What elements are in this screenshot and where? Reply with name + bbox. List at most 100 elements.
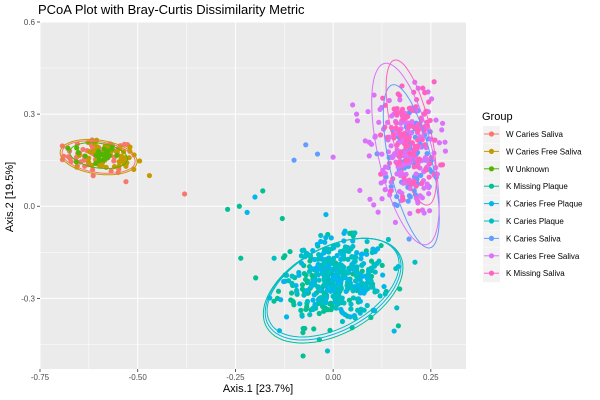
confidence-ellipse bbox=[266, 237, 400, 338]
data-point bbox=[352, 278, 359, 284]
data-point bbox=[337, 248, 344, 255]
data-point bbox=[442, 139, 448, 145]
data-point bbox=[345, 284, 351, 291]
data-point bbox=[379, 151, 385, 157]
data-point bbox=[397, 97, 403, 103]
data-point bbox=[300, 353, 306, 359]
data-point bbox=[330, 279, 336, 285]
data-point bbox=[335, 242, 341, 248]
data-point bbox=[334, 286, 340, 293]
x-tick-label: -0.75 bbox=[31, 373, 50, 382]
data-point bbox=[403, 158, 409, 164]
data-point bbox=[324, 259, 330, 265]
data-point bbox=[405, 143, 411, 149]
legend-label: W Unknown bbox=[506, 165, 549, 174]
data-point bbox=[422, 89, 428, 96]
data-point bbox=[414, 158, 420, 165]
data-point bbox=[410, 124, 417, 130]
legend-label: K Caries Plaque bbox=[506, 217, 564, 226]
data-point bbox=[90, 173, 96, 179]
y-tick-label: 0.6 bbox=[24, 18, 36, 27]
legend-label: K Missing Plaque bbox=[506, 182, 568, 191]
data-point bbox=[59, 143, 65, 149]
data-point bbox=[297, 301, 303, 307]
data-point bbox=[439, 127, 445, 133]
data-point bbox=[424, 157, 430, 163]
data-point bbox=[327, 301, 333, 307]
data-point bbox=[354, 264, 360, 270]
data-point bbox=[350, 102, 356, 108]
data-point bbox=[260, 188, 266, 194]
data-point bbox=[369, 249, 375, 256]
confidence-ellipse bbox=[69, 142, 129, 169]
data-point bbox=[244, 209, 250, 215]
legend-marker bbox=[488, 218, 495, 224]
legend-item: K Caries Saliva bbox=[483, 230, 561, 248]
x-tick-label: -0.50 bbox=[129, 373, 148, 382]
data-point bbox=[348, 306, 354, 312]
data-point bbox=[291, 302, 297, 308]
legend-marker bbox=[488, 183, 495, 189]
data-point bbox=[318, 238, 324, 245]
legend-marker bbox=[488, 201, 495, 207]
legend-item: K Missing Plaque bbox=[483, 178, 568, 196]
data-point bbox=[415, 200, 421, 206]
data-point bbox=[426, 208, 433, 214]
data-point bbox=[421, 185, 427, 191]
data-point bbox=[371, 202, 377, 208]
data-point bbox=[303, 306, 309, 312]
data-point bbox=[380, 272, 386, 278]
data-point bbox=[275, 288, 282, 294]
data-point bbox=[111, 158, 117, 164]
data-point bbox=[405, 198, 411, 204]
data-point bbox=[123, 179, 129, 185]
data-point bbox=[398, 149, 404, 155]
legend-title: Group bbox=[482, 111, 513, 123]
data-point bbox=[93, 160, 99, 166]
data-point bbox=[86, 159, 92, 165]
legend-item: K Caries Free Saliva bbox=[483, 247, 580, 265]
data-point bbox=[296, 269, 302, 276]
data-point bbox=[431, 79, 437, 85]
data-point bbox=[348, 264, 354, 270]
legend-label: K Caries Free Saliva bbox=[506, 252, 580, 261]
y-tick-label: 0.0 bbox=[24, 202, 36, 211]
data-point bbox=[407, 150, 413, 157]
data-point bbox=[330, 154, 336, 160]
data-point bbox=[359, 273, 365, 280]
data-point bbox=[298, 253, 305, 259]
data-point bbox=[318, 232, 324, 239]
data-point bbox=[298, 307, 304, 313]
data-point bbox=[322, 239, 328, 245]
data-point bbox=[355, 273, 361, 280]
series-k-caries-plaque bbox=[271, 230, 418, 354]
data-point bbox=[75, 150, 82, 156]
plot-panel bbox=[39, 21, 466, 369]
data-point bbox=[310, 305, 317, 311]
data-point bbox=[65, 145, 71, 151]
data-point bbox=[368, 278, 374, 284]
data-point bbox=[311, 266, 318, 272]
data-point bbox=[389, 113, 395, 119]
data-point bbox=[366, 153, 372, 159]
data-point bbox=[401, 112, 407, 118]
data-point bbox=[361, 290, 367, 296]
data-point bbox=[365, 271, 372, 277]
data-point bbox=[384, 134, 390, 141]
data-point bbox=[393, 125, 399, 131]
data-point bbox=[299, 282, 306, 288]
data-point bbox=[395, 323, 401, 329]
data-point bbox=[413, 183, 419, 189]
data-point bbox=[333, 305, 339, 311]
data-point bbox=[89, 149, 95, 155]
legend-item: K Caries Plaque bbox=[483, 213, 564, 230]
data-point bbox=[376, 119, 382, 125]
data-point bbox=[397, 169, 403, 175]
data-point bbox=[365, 285, 371, 292]
data-point bbox=[321, 278, 328, 284]
data-point bbox=[439, 120, 446, 126]
data-point bbox=[65, 154, 72, 160]
data-point bbox=[352, 230, 358, 236]
data-point bbox=[353, 111, 360, 117]
